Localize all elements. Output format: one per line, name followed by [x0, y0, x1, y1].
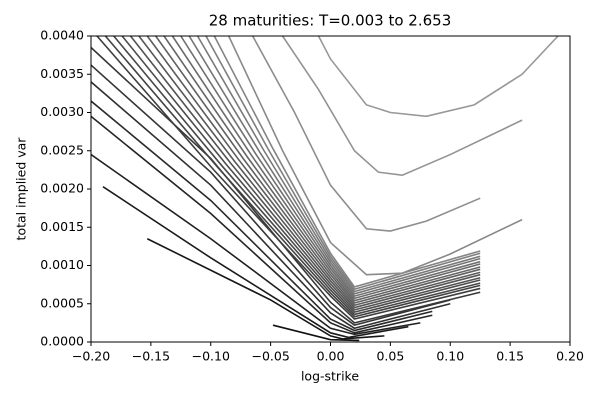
series-line [317, 36, 559, 118]
y-tick-label: 0.0015 [40, 219, 84, 234]
x-tick-label: −0.05 [251, 349, 289, 364]
series-line [281, 36, 523, 177]
series-line [205, 36, 481, 291]
series-line [104, 36, 481, 318]
x-tick-label: 0.15 [496, 349, 524, 364]
series-line [171, 36, 481, 300]
series-line [121, 36, 481, 314]
y-tick-label: 0.0005 [40, 295, 84, 310]
series-line [272, 324, 360, 342]
series-line [196, 36, 481, 293]
y-tick-label: 0.0020 [40, 181, 84, 196]
series-line [251, 36, 481, 232]
series-line [91, 115, 433, 334]
series-line [213, 36, 481, 288]
series-line [163, 36, 481, 302]
x-tick-label: 0.00 [317, 349, 345, 364]
series-line [138, 36, 481, 309]
series-line [155, 36, 481, 304]
series-line [91, 81, 451, 330]
series-line [102, 186, 409, 339]
series-line [113, 36, 481, 316]
series-line [227, 36, 523, 276]
y-tick-label: 0.0040 [40, 28, 84, 43]
x-tick-label: −0.15 [132, 349, 170, 364]
x-tick-label: 0.20 [556, 349, 584, 364]
y-axis-label: total implied var [14, 137, 29, 241]
y-tick-label: 0.0025 [40, 142, 84, 157]
x-tick-label: −0.20 [72, 349, 110, 364]
y-tick-label: 0.0010 [40, 257, 84, 272]
series-line [188, 36, 481, 295]
series-line [180, 36, 481, 298]
x-tick-label: 0.05 [376, 349, 404, 364]
series-line [146, 238, 385, 340]
x-tick-label: 0.10 [436, 349, 464, 364]
series-line [96, 36, 481, 320]
y-tick-label: 0.0030 [40, 104, 84, 119]
series-line [91, 64, 451, 327]
series-line [146, 36, 481, 307]
chart-title: 28 maturities: T=0.003 to 2.653 [209, 12, 452, 30]
y-tick-label: 0.0000 [40, 334, 84, 349]
x-tick-label: −0.10 [192, 349, 230, 364]
plot-area [91, 36, 559, 342]
series-line [91, 100, 433, 332]
series-line [129, 36, 481, 311]
x-axis-label: log-strike [301, 369, 359, 384]
series-line [91, 153, 421, 336]
y-tick-label: 0.0035 [40, 66, 84, 81]
